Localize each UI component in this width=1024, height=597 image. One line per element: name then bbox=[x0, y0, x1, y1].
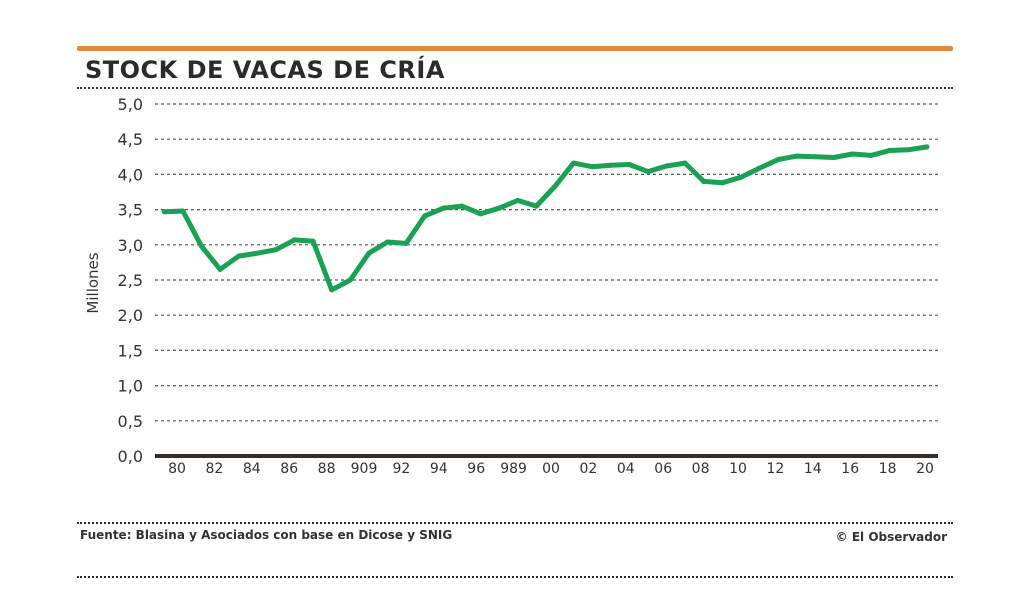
data-point bbox=[663, 163, 669, 169]
x-tick-label: 00 bbox=[542, 461, 560, 477]
x-tick-label: 82 bbox=[205, 461, 223, 477]
x-tick-label: 14 bbox=[804, 461, 822, 477]
series-line bbox=[161, 144, 930, 293]
x-tick-label: 989 bbox=[500, 461, 527, 477]
x-tick-label: 04 bbox=[617, 461, 635, 477]
credit-note: © El Observador bbox=[835, 530, 947, 544]
chart-title: STOCK DE VACAS DE CRÍA bbox=[85, 56, 445, 84]
data-point bbox=[366, 250, 372, 256]
series-layer bbox=[161, 144, 930, 293]
y-axis-ticks: 0,0 0,5 1,0 1,5 2,0 2,5 3,0 3,5 4,0 4,5 5,0 bbox=[118, 95, 143, 466]
y-tick-label: 2,5 bbox=[118, 271, 143, 290]
data-point bbox=[756, 165, 762, 171]
title-divider bbox=[77, 87, 953, 89]
x-tick-label: 86 bbox=[280, 461, 298, 477]
bottom-divider bbox=[77, 576, 953, 578]
data-point bbox=[570, 160, 576, 166]
data-point bbox=[477, 211, 483, 217]
data-point bbox=[384, 239, 390, 245]
y-tick-label: 2,0 bbox=[118, 306, 143, 325]
x-axis-ticks: 80 82 84 86 88 909 92 94 96 989 00 02 04 06 08 10 12 14 16… bbox=[168, 461, 934, 477]
data-point bbox=[310, 238, 316, 244]
y-tick-label: 0,5 bbox=[118, 412, 143, 431]
footer-divider bbox=[77, 522, 953, 524]
data-point bbox=[403, 240, 409, 246]
data-point bbox=[291, 237, 297, 243]
data-point bbox=[198, 243, 204, 249]
x-tick-label: 909 bbox=[351, 461, 378, 477]
data-point bbox=[794, 153, 800, 159]
data-point bbox=[533, 203, 539, 209]
data-point bbox=[719, 180, 725, 186]
data-point bbox=[236, 253, 242, 259]
x-tick-label: 20 bbox=[916, 461, 934, 477]
data-point bbox=[440, 205, 446, 211]
x-tick-label: 16 bbox=[841, 461, 859, 477]
y-tick-label: 3,5 bbox=[118, 201, 143, 220]
data-point bbox=[217, 266, 223, 272]
data-point bbox=[682, 160, 688, 166]
data-point bbox=[868, 152, 874, 158]
x-tick-label: 96 bbox=[467, 461, 485, 477]
y-tick-label: 4,5 bbox=[118, 130, 143, 149]
data-point bbox=[496, 205, 502, 211]
x-tick-label: 12 bbox=[766, 461, 784, 477]
x-tick-label: 06 bbox=[654, 461, 672, 477]
x-tick-label: 02 bbox=[579, 461, 597, 477]
data-point bbox=[738, 174, 744, 180]
data-point bbox=[645, 169, 651, 175]
x-tick-label: 10 bbox=[729, 461, 747, 477]
top-accent-rule bbox=[77, 46, 953, 51]
data-point bbox=[905, 147, 911, 153]
source-note: Fuente: Blasina y Asociados con base en … bbox=[80, 528, 453, 542]
data-point bbox=[347, 277, 353, 283]
data-point bbox=[273, 247, 279, 253]
y-tick-label: 1,5 bbox=[118, 341, 143, 360]
x-tick-label: 92 bbox=[392, 461, 410, 477]
x-tick-label: 88 bbox=[318, 461, 336, 477]
data-point bbox=[775, 157, 781, 163]
x-tick-label: 08 bbox=[692, 461, 710, 477]
data-point bbox=[849, 151, 855, 157]
data-point bbox=[701, 178, 707, 184]
y-tick-label: 5,0 bbox=[118, 95, 143, 114]
data-point bbox=[254, 250, 260, 256]
data-point bbox=[608, 162, 614, 168]
data-point bbox=[589, 164, 595, 170]
y-tick-label: 4,0 bbox=[118, 165, 143, 184]
data-point bbox=[180, 208, 186, 214]
data-point bbox=[552, 183, 558, 189]
data-point bbox=[161, 209, 167, 215]
x-tick-label: 84 bbox=[243, 461, 261, 477]
data-point bbox=[812, 154, 818, 160]
x-tick-label: 94 bbox=[430, 461, 448, 477]
data-point bbox=[459, 203, 465, 209]
y-tick-label: 1,0 bbox=[118, 377, 143, 396]
y-tick-label: 3,0 bbox=[118, 236, 143, 255]
y-axis-label: Millones bbox=[84, 252, 102, 313]
y-tick-label: 0,0 bbox=[118, 447, 143, 466]
data-point bbox=[924, 144, 930, 150]
data-point bbox=[831, 155, 837, 161]
data-point bbox=[515, 197, 521, 203]
data-point bbox=[887, 147, 893, 153]
gridlines bbox=[155, 103, 938, 458]
x-tick-label: 80 bbox=[168, 461, 186, 477]
data-point bbox=[626, 162, 632, 168]
x-tick-label: 18 bbox=[879, 461, 897, 477]
data-point bbox=[422, 213, 428, 219]
data-point bbox=[329, 287, 335, 293]
